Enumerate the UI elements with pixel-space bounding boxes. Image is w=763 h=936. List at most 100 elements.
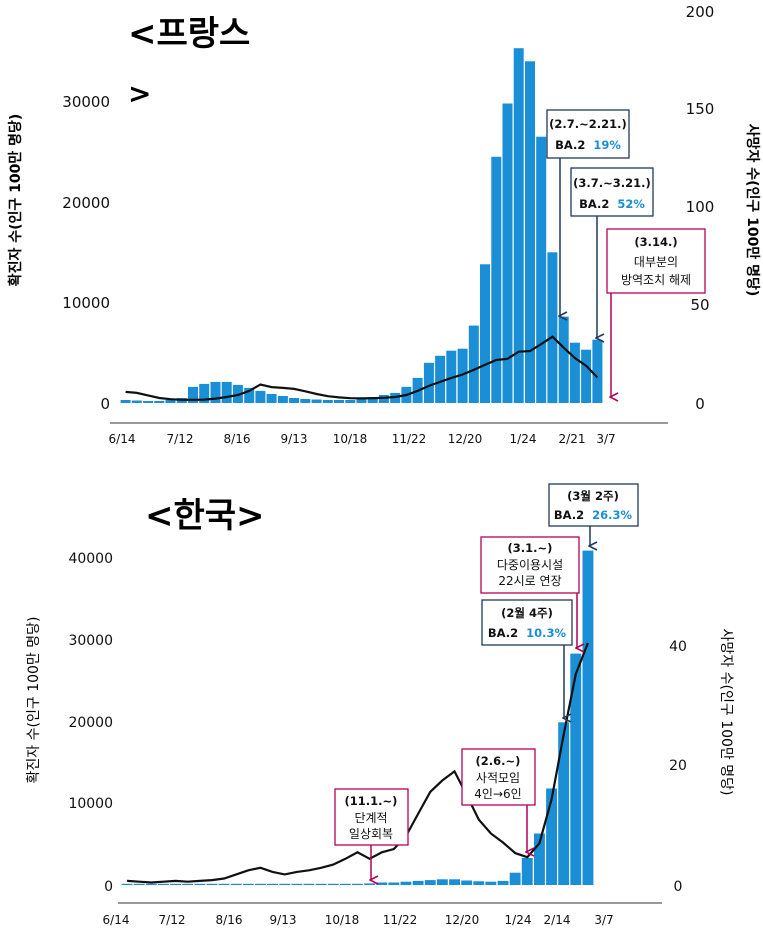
france-y2tick-label: 50 — [690, 296, 709, 314]
case-bar — [279, 883, 291, 885]
annotation-value: 26.3% — [592, 508, 632, 522]
case-bar — [199, 383, 210, 403]
france-x-ticks: 6/14 7/12 8/16 9/13 10/18 11/22 12/20 1/… — [109, 432, 616, 446]
case-bar — [473, 881, 485, 885]
case-bar — [547, 252, 558, 404]
case-bar — [206, 883, 218, 885]
france-y2tick-label: 0 — [695, 395, 705, 413]
annotation-value: 19% — [593, 138, 621, 152]
korea-y2tick-label: 40 — [669, 639, 687, 655]
korea-annotation-gathering: (2.6.~) 사적모임 4인→6인 — [461, 748, 536, 852]
france-y2tick-label: 150 — [686, 100, 715, 118]
korea-ytick-label: 40000 — [68, 551, 113, 567]
annotation-date: (3.7.~3.21.) — [573, 176, 651, 190]
case-bar — [388, 882, 400, 885]
france-xtick-label: 11/22 — [392, 432, 427, 446]
korea-annotation-recovery: (11.1.~) 단계적 일상회복 — [334, 788, 409, 880]
france-xtick-label: 8/16 — [224, 432, 251, 446]
france-death-line — [125, 335, 599, 401]
france-y-axis-label: 확진자 수(인구 100만 명당) — [7, 114, 24, 287]
korea-xtick-label: 9/13 — [270, 913, 297, 927]
korea-y-ticks: 0 10000 20000 30000 40000 — [68, 551, 113, 895]
case-bar — [170, 883, 181, 885]
france-xtick-label: 2/21 — [559, 432, 586, 446]
case-bar — [300, 399, 311, 403]
case-bar — [491, 156, 502, 403]
case-bar — [400, 881, 412, 885]
annotation-line2: 22시로 연장 — [498, 574, 561, 588]
korea-bars — [121, 550, 594, 885]
svg-text:BA.2 26.3%: BA.2 26.3% — [554, 508, 633, 522]
korea-y2tick-label: 0 — [674, 879, 683, 895]
annotation-date: (3.14.) — [634, 235, 677, 249]
korea-xtick-label: 11/22 — [383, 913, 418, 927]
case-bar — [154, 401, 165, 403]
case-bar — [412, 880, 424, 885]
annotation-date: (3.1.~) — [508, 541, 553, 555]
case-bar — [461, 880, 473, 885]
case-bar — [120, 400, 131, 403]
annotation-line2: 4인→6인 — [474, 787, 521, 801]
france-annotation-restrictions-lifted: (3.14.) 대부분의 방역조치 해제 — [606, 228, 706, 397]
case-bar — [497, 880, 509, 885]
annotation-line1: 다중이용시설 — [497, 558, 563, 572]
korea-x-ticks: 6/14 7/12 8/16 9/13 10/18 11/22 12/20 1/… — [103, 913, 614, 927]
case-bar — [356, 399, 367, 403]
case-bar — [131, 400, 142, 403]
case-bar — [546, 788, 557, 885]
france-xtick-label: 10/18 — [333, 432, 368, 446]
france-y2-axis-label: 사망자 수(인구 100만 명당) — [744, 124, 761, 297]
korea-y2-ticks: 0 20 40 — [669, 639, 687, 895]
case-bar — [534, 833, 545, 885]
france-ytick-label: 10000 — [62, 294, 110, 312]
case-bar — [165, 400, 176, 403]
case-bar — [345, 400, 356, 403]
korea-death-line — [127, 642, 589, 884]
case-bar — [525, 61, 535, 404]
case-bar — [244, 387, 255, 403]
case-bar — [143, 401, 154, 403]
annotation-value: 52% — [617, 197, 645, 211]
case-bar — [315, 883, 327, 885]
case-bar — [266, 394, 277, 403]
annotation-label: BA.2 — [555, 138, 585, 152]
case-bar — [423, 362, 434, 403]
case-bar — [449, 879, 460, 885]
korea-annotation-ba2-10: (2월 4주) BA.2 10.3% — [481, 599, 573, 718]
case-bar — [376, 882, 388, 885]
france-bars — [120, 48, 603, 404]
korea-xtick-label: 10/18 — [325, 913, 360, 927]
france-ytick-label: 0 — [100, 395, 110, 413]
annotation-date: (2.6.~) — [476, 754, 521, 768]
korea-xtick-label: 6/14 — [103, 913, 130, 927]
france-y-ticks: 0 10000 20000 30000 — [62, 93, 110, 413]
annotation-date: (2.7.~2.21.) — [549, 117, 627, 131]
case-bar — [364, 883, 376, 885]
case-bar — [581, 349, 592, 403]
case-bar — [339, 883, 351, 885]
case-bar — [570, 653, 582, 885]
korea-xtick-label: 12/20 — [445, 913, 480, 927]
case-bar — [289, 398, 300, 403]
annotation-date: (2월 4주) — [501, 606, 553, 620]
korea-panel: <한국> 확진자 수(인구 100만 명당) 사망자 수(인구 100만 명당)… — [26, 483, 734, 927]
annotation-value: 10.3% — [526, 626, 566, 640]
korea-y-axis-label: 확진자 수(인구 100만 명당) — [26, 617, 42, 784]
korea-y2tick-label: 20 — [669, 758, 687, 774]
korea-annotation-facilities: (3.1.~) 다중이용시설 22시로 연장 — [480, 536, 579, 648]
case-bar — [435, 355, 446, 403]
case-bar — [352, 883, 363, 885]
france-xtick-label: 7/12 — [167, 432, 194, 446]
case-bar — [457, 348, 468, 403]
korea-xtick-label: 1/24 — [505, 913, 532, 927]
france-y2-ticks: 0 50 100 150 200 — [686, 3, 715, 413]
case-bar — [121, 883, 133, 885]
case-bar — [424, 880, 436, 885]
annotation-label: BA.2 — [488, 626, 518, 640]
case-bar — [291, 883, 303, 885]
france-annotation-ba2-52: (3.7.~3.21.) BA.2 52% — [570, 167, 654, 338]
france-panel: <프랑스 > 확진자 수(인구 100만 명당) 사망자 수(인구 100만 명… — [7, 3, 761, 446]
korea-xtick-label: 3/7 — [594, 913, 613, 927]
korea-annotation-ba2-26: (3월 2주) BA.2 26.3% — [548, 483, 639, 546]
case-bar — [133, 883, 145, 885]
